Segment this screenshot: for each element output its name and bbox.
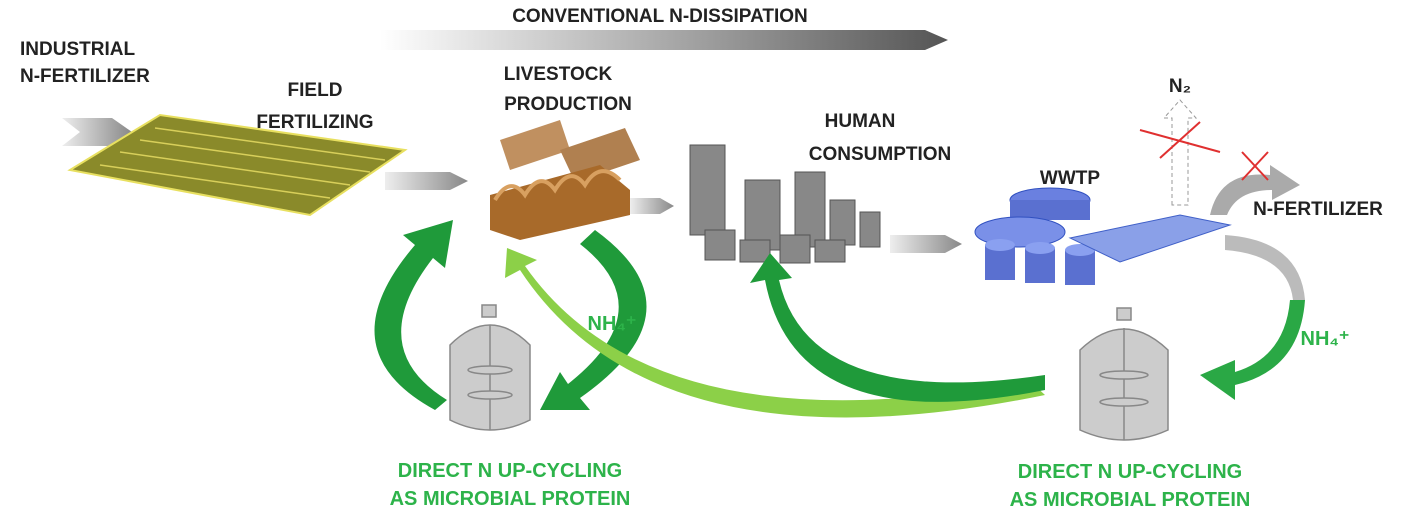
green-arrow xyxy=(374,220,453,410)
reactor xyxy=(1079,307,1169,441)
node-label: N-FERTILIZER xyxy=(20,66,150,87)
reactor-label: AS MICROBIAL PROTEIN xyxy=(390,488,631,510)
cross xyxy=(1241,151,1269,181)
cross xyxy=(1139,121,1221,159)
node-label: N-FERTILIZER xyxy=(1253,199,1383,220)
fertilizer-arrow xyxy=(1210,165,1300,215)
flow-arrow xyxy=(890,235,962,253)
flow-arrow xyxy=(630,198,674,214)
node-label: HUMAN xyxy=(825,111,896,132)
n2-arrow xyxy=(1162,99,1198,206)
node-label: N₂ xyxy=(1169,76,1191,97)
flow-arrow xyxy=(385,172,468,190)
node-label: LIVESTOCK xyxy=(504,64,613,85)
field-rows xyxy=(99,127,386,199)
green-arrow xyxy=(1200,300,1305,400)
green-arrow xyxy=(540,230,647,410)
title: CONVENTIONAL N-DISSIPATION xyxy=(512,6,808,27)
flow-label: NH₄⁺ xyxy=(588,313,637,335)
wwtp xyxy=(974,187,1232,285)
city xyxy=(689,144,881,264)
reactor-label: DIRECT N UP-CYCLING xyxy=(398,460,622,482)
dissipation-arrow xyxy=(380,30,948,50)
reactor-label: AS MICROBIAL PROTEIN xyxy=(1010,489,1251,511)
node-label: FIELD xyxy=(288,80,343,101)
node-label: CONSUMPTION xyxy=(809,144,952,165)
node-label: PRODUCTION xyxy=(504,94,632,115)
flow-label: NH₄⁺ xyxy=(1301,328,1350,350)
reactor xyxy=(449,304,531,431)
gray-curve xyxy=(1225,235,1305,300)
reactor-label: DIRECT N UP-CYCLING xyxy=(1018,461,1242,483)
node-label: FERTILIZING xyxy=(256,112,373,133)
node-label: WWTP xyxy=(1040,168,1100,189)
green-arrow xyxy=(505,248,1045,418)
field xyxy=(67,113,408,217)
livestock xyxy=(490,120,640,240)
node-label: INDUSTRIAL xyxy=(20,39,135,60)
input-arrow xyxy=(62,118,132,146)
green-arrow xyxy=(750,253,1045,402)
